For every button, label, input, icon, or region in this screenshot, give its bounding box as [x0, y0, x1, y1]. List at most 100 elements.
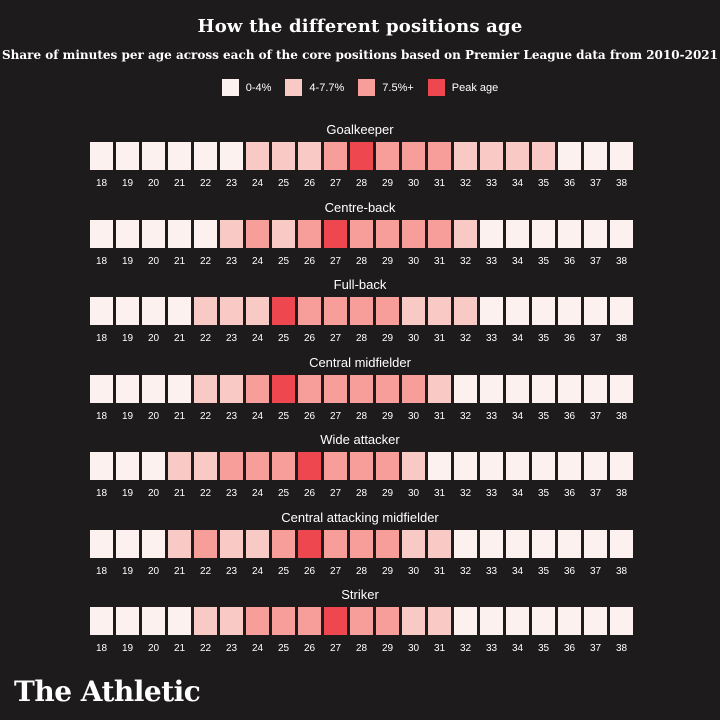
age-tick-label: 20: [147, 488, 160, 499]
age-tick-label: 31: [433, 255, 446, 267]
heatmap-cell: [350, 219, 373, 248]
age-tick-label: 20: [147, 565, 160, 577]
heatmap-cell: [246, 297, 269, 325]
age-tick-label: 19: [121, 565, 134, 577]
age-tick-label: 27: [329, 565, 342, 577]
age-tick-label: 30: [407, 488, 420, 499]
age-tick-label: 18: [95, 565, 108, 577]
chart-title: How the different positions age: [197, 16, 523, 37]
age-tick-label: 35: [537, 410, 550, 422]
heatmap-cell: [116, 374, 139, 403]
heatmap-cell: [532, 452, 555, 480]
legend-label: 0-4%: [245, 81, 272, 94]
heatmap-cell: [376, 374, 399, 403]
age-tick-label: 29: [381, 410, 394, 422]
heatmap-cell: [584, 374, 607, 403]
age-tick-label: 34: [511, 565, 524, 577]
heatmap-cell: [246, 142, 269, 170]
heatmap-cell: [558, 452, 581, 480]
heatmap-cell: [116, 452, 139, 480]
age-tick-label: 33: [485, 488, 498, 499]
age-tick-label: 23: [225, 410, 238, 422]
age-tick-label: 36: [563, 178, 576, 189]
heatmap-cell: [610, 219, 633, 248]
age-tick-label: 20: [147, 333, 160, 344]
age-tick-label: 34: [511, 488, 524, 499]
heatmap-cell: [116, 142, 139, 170]
heatmap-cell: [584, 297, 607, 325]
age-tick-label: 22: [199, 643, 212, 654]
age-tick-label: 26: [303, 643, 316, 654]
heatmap-cell: [376, 607, 399, 635]
age-tick-label: 38: [615, 488, 628, 499]
age-tick-label: 24: [251, 565, 264, 577]
age-tick-label: 32: [459, 488, 472, 499]
age-tick-label: 25: [277, 333, 290, 344]
age-tick-label: 28: [355, 410, 368, 422]
age-tick-label: 24: [251, 643, 264, 654]
age-tick-label: 35: [537, 255, 550, 267]
heatmap-cell: [532, 529, 555, 558]
age-tick-label: 36: [563, 333, 576, 344]
position-title: Central attacking midfielder: [281, 509, 439, 525]
heatmap-cell: [194, 529, 217, 558]
heatmap-cell: [298, 452, 321, 480]
age-tick-label: 20: [147, 255, 160, 267]
heatmap-cell: [116, 529, 139, 558]
position-title: Central midfielder: [309, 354, 411, 370]
age-tick-label: 22: [199, 178, 212, 189]
age-tick-label: 29: [381, 333, 394, 344]
age-tick-label: 32: [459, 565, 472, 577]
age-axis: 18 19 20 21 22 23 24 25 26 27 28 29 30 31 32 33 34 35 36 37…: [90, 566, 633, 577]
heatmap-cell: [298, 374, 321, 403]
heatmap-cell: [584, 529, 607, 558]
age-tick-label: 23: [225, 255, 238, 267]
heatmap-cell: [350, 452, 373, 480]
age-tick-label: 31: [433, 410, 446, 422]
legend-label: 4-7.7%: [309, 81, 345, 94]
heatmap-cell: [558, 374, 581, 403]
age-tick-label: 26: [303, 410, 316, 422]
heatmap-cell: [454, 374, 477, 403]
age-tick-label: 20: [147, 410, 160, 422]
heatmap-cell: [350, 607, 373, 635]
age-tick-label: 23: [225, 178, 238, 189]
age-tick-label: 26: [303, 565, 316, 577]
age-tick-label: 23: [225, 488, 238, 499]
heatmap-cell: [480, 142, 503, 170]
heatmap-cell: [324, 374, 347, 403]
heatmap-cell: [610, 452, 633, 480]
legend-swatch: [358, 79, 376, 96]
heatmap-cell: [402, 452, 425, 480]
heatmap-cell: [194, 219, 217, 248]
age-tick-label: 37: [589, 178, 602, 189]
heatmap-cell: [506, 374, 529, 403]
age-tick-label: 33: [485, 333, 498, 344]
age-tick-label: 23: [225, 333, 238, 344]
age-tick-label: 34: [511, 178, 524, 189]
age-tick-label: 37: [589, 410, 602, 422]
heatmap-cell: [220, 452, 243, 480]
heatmap-cell: [350, 374, 373, 403]
age-tick-label: 36: [563, 643, 576, 654]
legend-label: 7.5%+: [382, 81, 414, 94]
age-tick-label: 29: [381, 565, 394, 577]
age-tick-label: 30: [407, 255, 420, 267]
age-tick-label: 19: [121, 333, 134, 344]
age-tick-label: 30: [407, 565, 420, 577]
heatmap-cell: [168, 142, 191, 170]
heatmap-cell: [116, 219, 139, 248]
heatmap-cell: [558, 297, 581, 325]
heatmap-cell: [506, 529, 529, 558]
position-title: Goalkeeper: [326, 122, 394, 137]
heatmap-cell: [402, 607, 425, 635]
heatmap-cell: [272, 529, 295, 558]
age-tick-label: 38: [615, 643, 628, 654]
age-tick-label: 28: [355, 643, 368, 654]
age-tick-label: 32: [459, 410, 472, 422]
heatmap-cell: [272, 607, 295, 635]
age-tick-label: 19: [121, 488, 134, 499]
age-tick-label: 35: [537, 565, 550, 577]
age-tick-label: 29: [381, 643, 394, 654]
age-tick-label: 28: [355, 255, 368, 267]
